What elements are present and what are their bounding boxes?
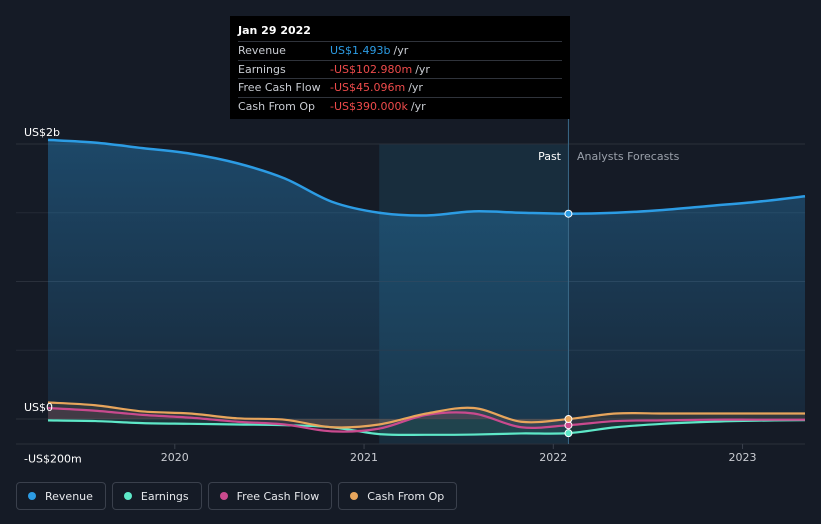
tooltip-row-free-cash-flow: Free Cash Flow -US$45.096m /yr <box>238 78 562 97</box>
tooltip-label: Free Cash Flow <box>238 81 321 94</box>
x-tick-label: 2020 <box>161 451 189 464</box>
area-earnings <box>48 419 805 435</box>
tooltip-unit: /yr <box>415 62 430 76</box>
tooltip-label: Earnings <box>238 62 286 76</box>
y-axis-ticks: US$2b US$0 -US$200m <box>24 126 82 466</box>
legend-item-earnings[interactable]: Earnings <box>111 482 202 510</box>
tooltip-unit: /yr <box>408 81 423 94</box>
tooltip-row-earnings: Earnings -US$102.980m /yr <box>238 59 562 79</box>
line-cash-from-op <box>47 401 805 429</box>
legend-label: Cash From Op <box>367 489 445 503</box>
area-revenue <box>48 139 805 419</box>
legend-item-cash-from-op[interactable]: Cash From Op <box>338 482 458 510</box>
tooltip-value: -US$390.000k <box>330 99 408 113</box>
marker-cash-from-op <box>564 415 573 424</box>
marker-revenue <box>564 209 573 218</box>
tooltip-date: Jan 29 2022 <box>238 24 311 37</box>
legend-item-free-cash-flow[interactable]: Free Cash Flow <box>207 482 333 510</box>
tooltip-row-cash-from-op: Cash From Op -US$390.000k /yr <box>238 96 562 116</box>
tooltip-unit: /yr <box>410 99 426 113</box>
x-tick-label: 2021 <box>350 451 378 464</box>
tooltip-value: US$1.493b <box>330 44 391 57</box>
legend-label: Free Cash Flow <box>236 489 320 503</box>
line-revenue <box>47 138 806 217</box>
x-axis-ticks: 2020 2021 2022 2023 <box>161 444 757 464</box>
legend-label: Earnings <box>140 489 189 503</box>
tooltip: Jan 29 2022 Revenue US$1.493b /yr Earnin… <box>230 16 570 119</box>
legend-item-revenue[interactable]: Revenue <box>16 482 106 510</box>
tooltip-unit: /yr <box>393 44 409 57</box>
tooltip-row-revenue: Revenue US$1.493b /yr <box>238 41 562 60</box>
x-tick-label: 2023 <box>729 451 757 464</box>
line-earnings <box>47 419 806 437</box>
past-label: Past <box>538 150 562 163</box>
series-lines <box>47 138 806 437</box>
y-tick-label: US$0 <box>24 401 53 414</box>
x-tick-label: 2022 <box>539 451 567 464</box>
legend-dot-icon <box>28 492 36 500</box>
marker-earnings <box>564 429 573 438</box>
y-tick-label: -US$200m <box>24 453 82 466</box>
tooltip-label: Revenue <box>238 44 286 57</box>
legend-dot-icon <box>123 492 132 500</box>
legend-dot-icon <box>219 492 228 500</box>
tooltip-value: -US$102.980m <box>330 62 413 76</box>
line-free-cash-flow <box>47 406 805 433</box>
y-tick-label: US$2b <box>24 126 60 139</box>
legend-label: Revenue <box>45 489 93 503</box>
series-markers <box>564 209 573 438</box>
tooltip-label: Cash From Op <box>238 99 316 113</box>
forecast-label: Analysts Forecasts <box>577 150 680 163</box>
legend: Revenue Earnings Free Cash Flow Cash Fro… <box>16 482 458 510</box>
tooltip-value: -US$45.096m <box>330 81 406 94</box>
legend-dot-icon <box>350 492 359 500</box>
